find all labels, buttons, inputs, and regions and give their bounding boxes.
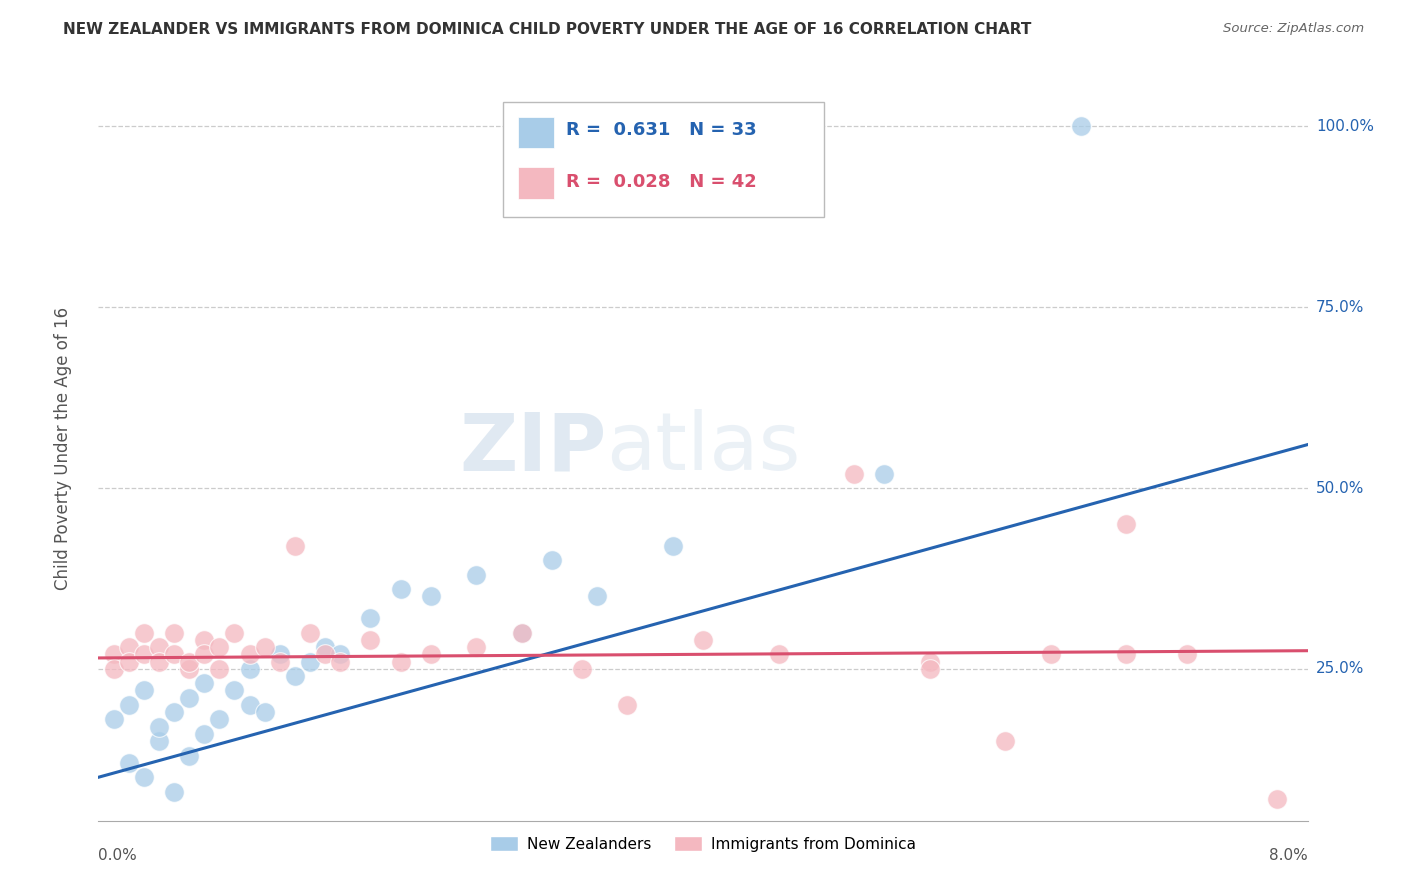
Point: [103, 662, 125, 676]
Point: [299, 655, 322, 669]
Point: [148, 734, 170, 748]
Point: [329, 648, 352, 662]
Point: [768, 648, 790, 662]
Point: [1039, 648, 1062, 662]
Point: [208, 662, 231, 676]
Point: [918, 662, 941, 676]
FancyBboxPatch shape: [517, 168, 554, 199]
Point: [1175, 648, 1198, 662]
Point: [193, 632, 215, 647]
Point: [163, 705, 186, 719]
Point: [918, 655, 941, 669]
Point: [148, 720, 170, 734]
Point: [132, 683, 155, 698]
Point: [465, 640, 488, 654]
Point: [179, 655, 201, 669]
Point: [118, 640, 141, 654]
Point: [148, 655, 170, 669]
Point: [179, 662, 201, 676]
Point: [571, 662, 593, 676]
Point: [314, 640, 336, 654]
Point: [163, 648, 186, 662]
Point: [661, 539, 683, 553]
Point: [118, 655, 141, 669]
Text: 100.0%: 100.0%: [1316, 119, 1374, 134]
FancyBboxPatch shape: [517, 117, 554, 148]
Point: [586, 590, 609, 604]
Point: [269, 655, 291, 669]
Point: [540, 553, 562, 567]
Text: ZIP: ZIP: [458, 409, 606, 487]
Point: [253, 640, 276, 654]
Point: [132, 648, 155, 662]
Point: [224, 683, 246, 698]
Point: [208, 640, 231, 654]
Point: [163, 785, 186, 799]
Point: [284, 539, 307, 553]
FancyBboxPatch shape: [503, 102, 824, 218]
Text: 0.0%: 0.0%: [98, 848, 138, 863]
Point: [103, 713, 125, 727]
Point: [389, 582, 412, 597]
Point: [510, 625, 533, 640]
Text: 25.0%: 25.0%: [1316, 661, 1364, 676]
Point: [420, 648, 443, 662]
Point: [616, 698, 638, 712]
Point: [284, 669, 307, 683]
Point: [1115, 517, 1137, 532]
Point: [103, 648, 125, 662]
Point: [389, 655, 412, 669]
Point: [465, 567, 488, 582]
Point: [163, 625, 186, 640]
Point: [148, 640, 170, 654]
Text: R =  0.631   N = 33: R = 0.631 N = 33: [567, 121, 756, 139]
Point: [420, 590, 443, 604]
Legend: New Zealanders, Immigrants from Dominica: New Zealanders, Immigrants from Dominica: [484, 830, 922, 858]
Point: [224, 625, 246, 640]
Point: [873, 467, 896, 481]
Point: [329, 655, 352, 669]
Point: [994, 734, 1017, 748]
Point: [132, 770, 155, 784]
Point: [193, 676, 215, 690]
Point: [118, 698, 141, 712]
Point: [510, 625, 533, 640]
Point: [208, 713, 231, 727]
Point: [360, 632, 382, 647]
Text: 8.0%: 8.0%: [1268, 848, 1308, 863]
Point: [299, 625, 322, 640]
Point: [360, 611, 382, 625]
Point: [193, 727, 215, 741]
Point: [132, 625, 155, 640]
Text: Source: ZipAtlas.com: Source: ZipAtlas.com: [1223, 22, 1364, 36]
Text: atlas: atlas: [606, 409, 800, 487]
Point: [314, 648, 336, 662]
Text: 50.0%: 50.0%: [1316, 481, 1364, 495]
Point: [269, 648, 291, 662]
Text: R =  0.028   N = 42: R = 0.028 N = 42: [567, 172, 756, 191]
Text: 75.0%: 75.0%: [1316, 300, 1364, 315]
Point: [239, 662, 262, 676]
Point: [1070, 120, 1092, 134]
Point: [179, 690, 201, 705]
Text: NEW ZEALANDER VS IMMIGRANTS FROM DOMINICA CHILD POVERTY UNDER THE AGE OF 16 CORR: NEW ZEALANDER VS IMMIGRANTS FROM DOMINIC…: [63, 22, 1032, 37]
Point: [239, 698, 262, 712]
Point: [692, 632, 714, 647]
Point: [193, 648, 215, 662]
Point: [239, 648, 262, 662]
Point: [1267, 792, 1289, 806]
Point: [1115, 648, 1137, 662]
Point: [253, 705, 276, 719]
Point: [118, 756, 141, 770]
Point: [179, 748, 201, 763]
Y-axis label: Child Poverty Under the Age of 16: Child Poverty Under the Age of 16: [53, 307, 72, 590]
Point: [844, 467, 866, 481]
